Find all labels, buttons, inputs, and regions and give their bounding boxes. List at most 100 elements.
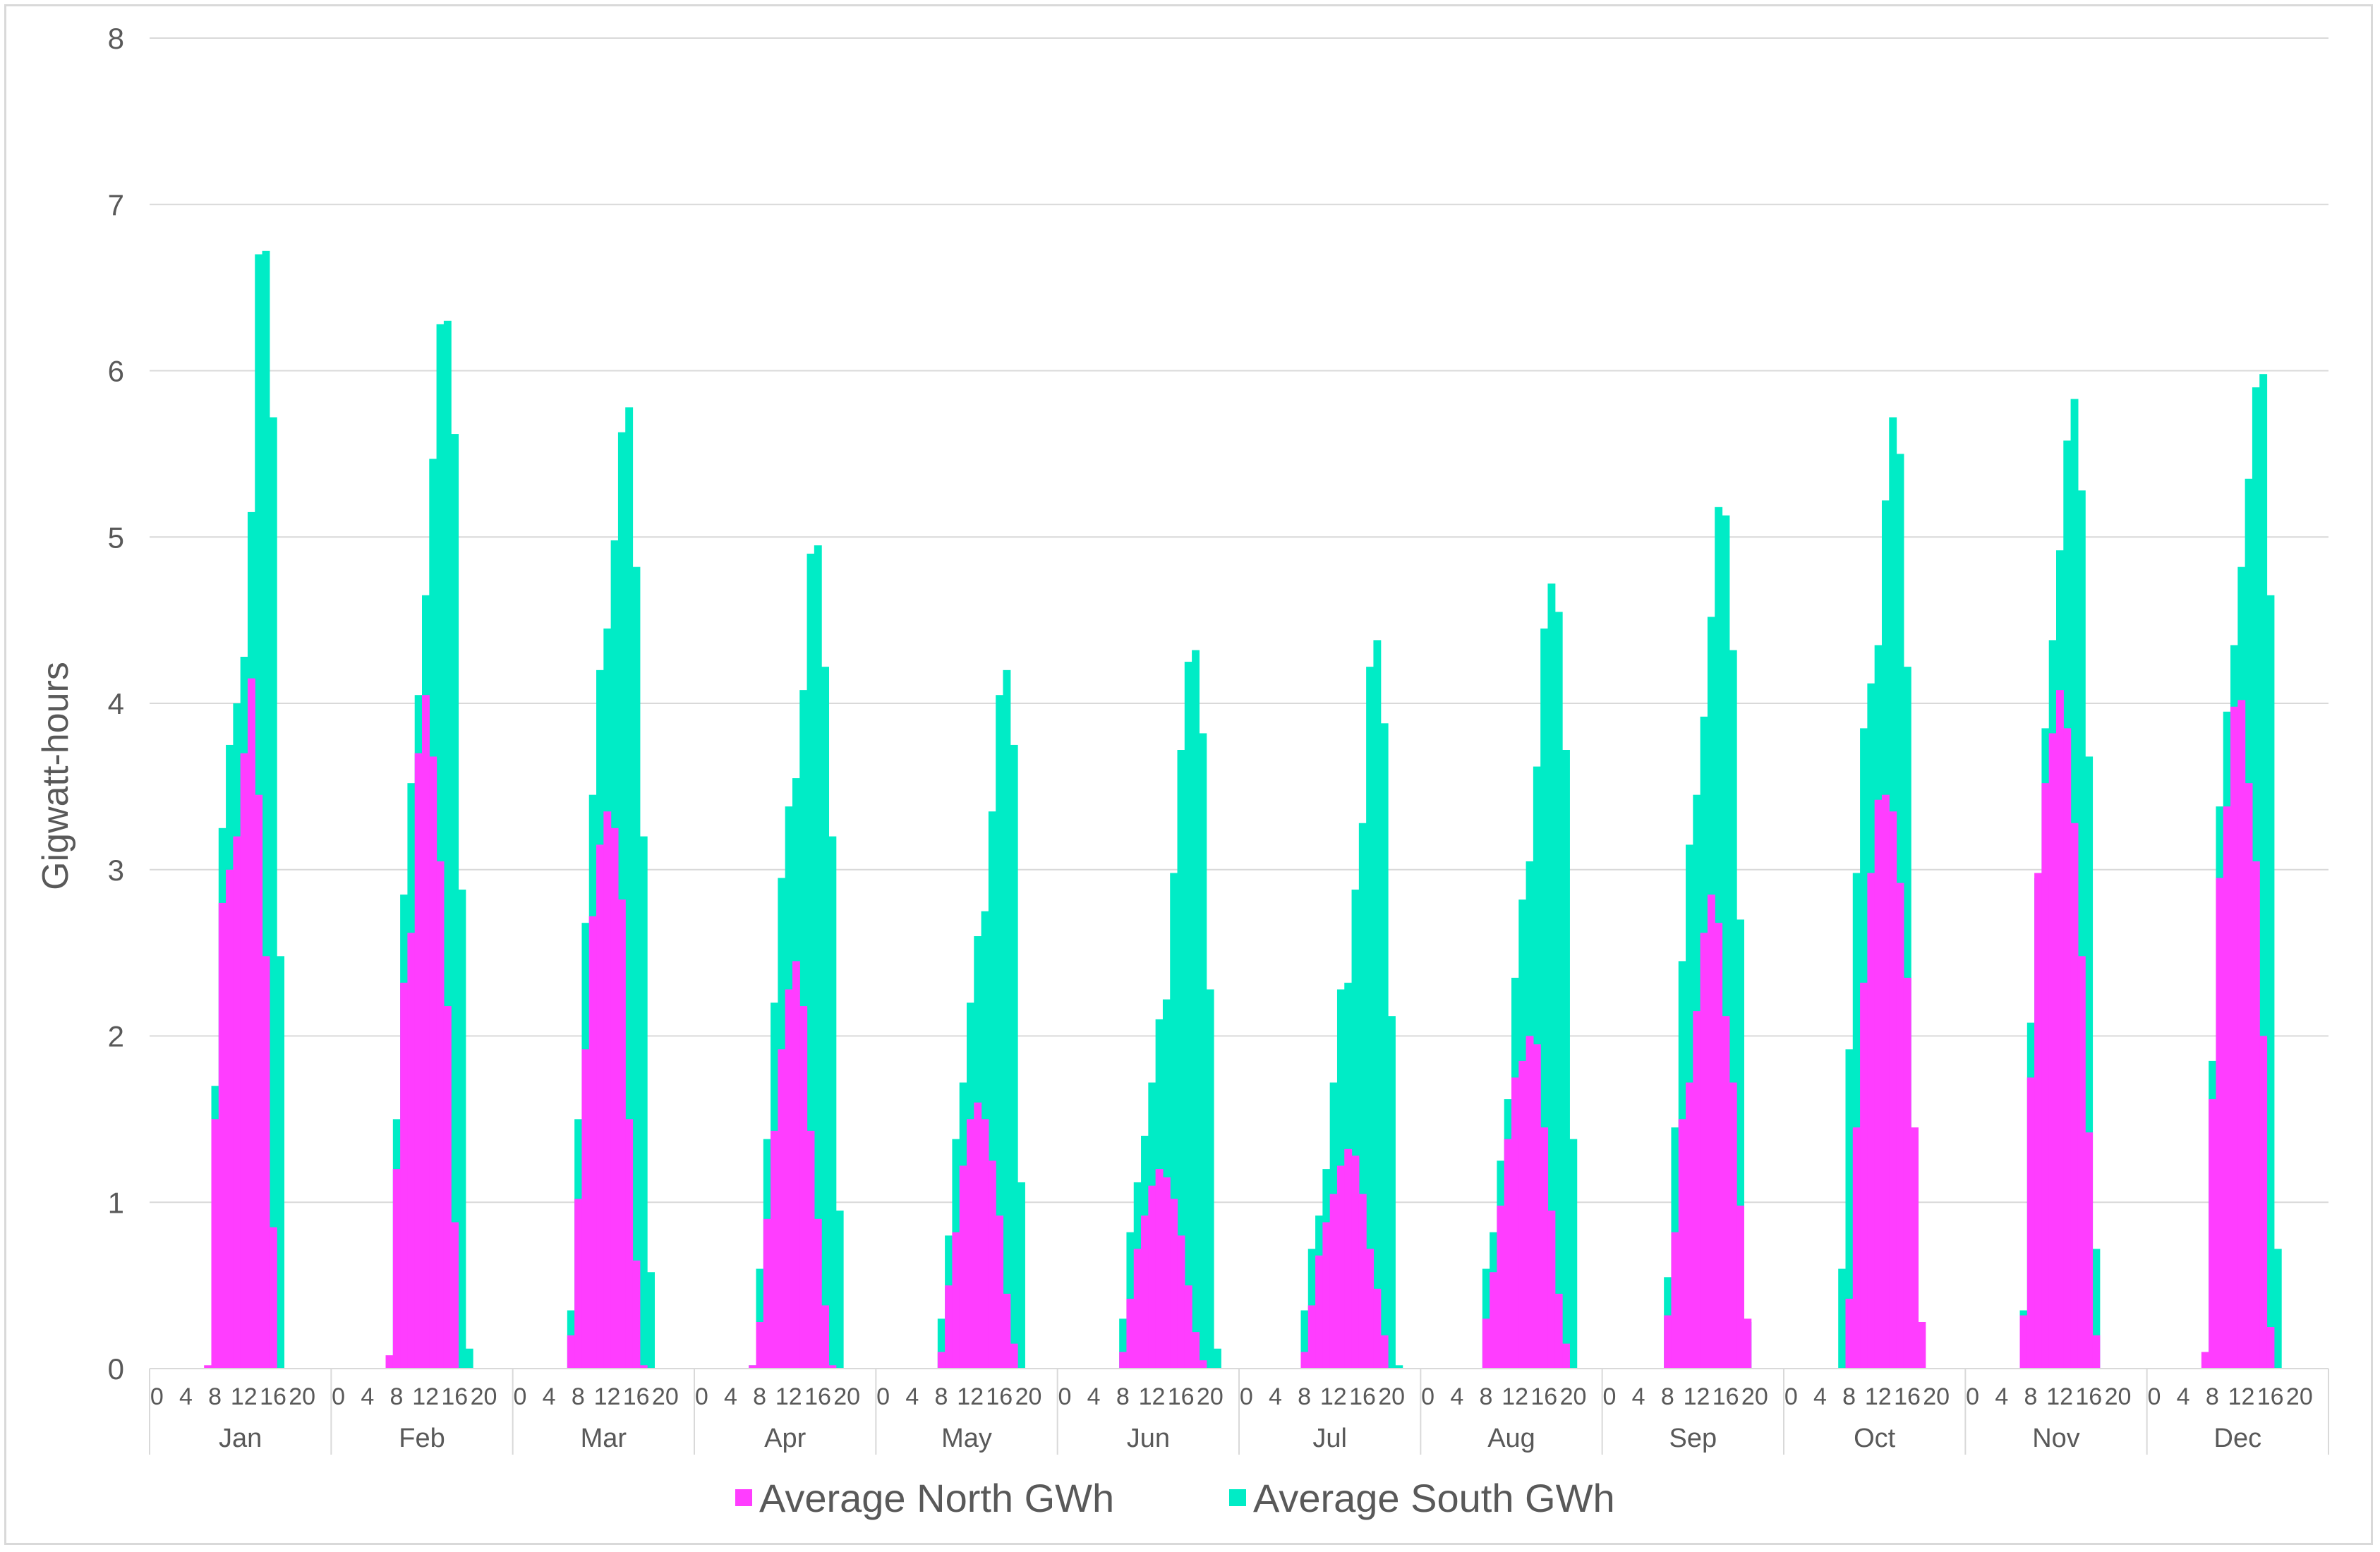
hour-tick-label: 4 bbox=[1632, 1383, 1645, 1410]
bar bbox=[1845, 1049, 1854, 1369]
hour-tick-label: 4 bbox=[1087, 1383, 1101, 1410]
y-tick-label: 4 bbox=[108, 687, 124, 720]
hour-tick-label: 16 bbox=[260, 1383, 286, 1410]
bar bbox=[1133, 1249, 1142, 1369]
hour-tick-label: 4 bbox=[1995, 1383, 2008, 1410]
bar bbox=[756, 1321, 764, 1369]
bar bbox=[959, 1165, 967, 1369]
bar bbox=[1170, 1199, 1178, 1369]
bar bbox=[574, 1199, 583, 1369]
bar bbox=[458, 890, 466, 1369]
legend: Average North GWh Average South GWh bbox=[735, 1476, 1615, 1520]
bar bbox=[1889, 811, 1897, 1369]
bar bbox=[1380, 723, 1389, 1369]
bar bbox=[588, 916, 597, 1369]
hour-tick-label: 8 bbox=[753, 1383, 766, 1410]
bar bbox=[443, 1006, 452, 1369]
hour-tick-label: 8 bbox=[1480, 1383, 1493, 1410]
bar bbox=[2092, 1335, 2101, 1369]
hour-tick-label: 20 bbox=[1378, 1383, 1405, 1410]
hour-tick-label: 0 bbox=[876, 1383, 890, 1410]
hour-tick-label: 8 bbox=[208, 1383, 222, 1410]
bar bbox=[981, 1119, 989, 1369]
hour-tick-label: 20 bbox=[2286, 1383, 2313, 1410]
bar bbox=[2230, 706, 2238, 1369]
bar bbox=[1867, 873, 1875, 1369]
hour-tick-label: 0 bbox=[332, 1383, 345, 1410]
bar bbox=[1199, 1360, 1207, 1369]
legend-north-swatch bbox=[735, 1489, 752, 1506]
hour-tick-label: 16 bbox=[2075, 1383, 2102, 1410]
bar bbox=[2266, 1327, 2275, 1369]
bar bbox=[1664, 1315, 1672, 1369]
bar bbox=[974, 1102, 982, 1369]
legend-north-label: Average North GWh bbox=[759, 1476, 1114, 1520]
bar bbox=[2201, 1352, 2209, 1369]
bar bbox=[1177, 1235, 1185, 1369]
bar bbox=[814, 1218, 822, 1369]
month-label: Sep bbox=[1669, 1424, 1717, 1453]
hour-tick-label: 12 bbox=[1320, 1383, 1347, 1410]
hour-tick-label: 8 bbox=[1842, 1383, 1856, 1410]
bar bbox=[414, 753, 423, 1369]
bar bbox=[1192, 1332, 1200, 1369]
hour-tick-label: 4 bbox=[1813, 1383, 1827, 1410]
bar bbox=[2092, 1249, 2101, 1369]
y-tick-label: 0 bbox=[108, 1352, 124, 1386]
bar bbox=[632, 1260, 641, 1369]
month-label: Oct bbox=[1854, 1424, 1896, 1453]
bar bbox=[814, 545, 822, 1369]
bar bbox=[451, 1222, 459, 1369]
bar bbox=[233, 836, 241, 1369]
bar bbox=[2056, 690, 2064, 1369]
hour-tick-label: 20 bbox=[471, 1383, 497, 1410]
bar bbox=[2070, 823, 2079, 1369]
bar bbox=[2273, 1249, 2282, 1369]
bar bbox=[1722, 1016, 1730, 1369]
hour-tick-label: 16 bbox=[1894, 1383, 1921, 1410]
month-label: Apr bbox=[764, 1424, 806, 1453]
hour-tick-label: 12 bbox=[231, 1383, 258, 1410]
hour-tick-label: 16 bbox=[441, 1383, 468, 1410]
bar bbox=[639, 836, 648, 1369]
bar bbox=[996, 1215, 1004, 1369]
bar bbox=[1736, 919, 1744, 1369]
hour-tick-label: 12 bbox=[1502, 1383, 1528, 1410]
hour-tick-label: 12 bbox=[1139, 1383, 1166, 1410]
month-label: Aug bbox=[1487, 1424, 1535, 1453]
bar bbox=[1533, 1044, 1541, 1369]
bar bbox=[2209, 1099, 2217, 1369]
bar bbox=[1155, 1169, 1164, 1369]
bar bbox=[465, 1348, 473, 1369]
bar bbox=[400, 983, 409, 1369]
bar bbox=[1838, 1268, 1847, 1369]
bar bbox=[1358, 823, 1367, 1369]
bar bbox=[1162, 1177, 1171, 1369]
bar bbox=[807, 553, 815, 1369]
hour-tick-label: 0 bbox=[1240, 1383, 1253, 1410]
hour-tick-label: 4 bbox=[2177, 1383, 2190, 1410]
chart-frame bbox=[4, 4, 2373, 1545]
hour-tick-label: 20 bbox=[1923, 1383, 1950, 1410]
bar bbox=[1497, 1205, 1505, 1369]
bar bbox=[996, 695, 1004, 1369]
bar bbox=[451, 434, 459, 1369]
bar bbox=[1119, 1352, 1128, 1369]
y-axis-label: Gigwatt-hours bbox=[35, 662, 76, 890]
bar bbox=[2019, 1315, 2028, 1369]
north-bars bbox=[204, 678, 2275, 1369]
bar bbox=[277, 956, 285, 1369]
bar bbox=[2077, 490, 2086, 1369]
month-label: May bbox=[941, 1424, 992, 1453]
bar bbox=[807, 1130, 815, 1369]
legend-south-label: Average South GWh bbox=[1253, 1476, 1615, 1520]
bar bbox=[262, 956, 270, 1369]
month-label: Dec bbox=[2214, 1424, 2262, 1453]
bar bbox=[1017, 1182, 1025, 1369]
bar bbox=[1562, 1343, 1570, 1369]
bar bbox=[211, 1119, 219, 1369]
month-label: Feb bbox=[399, 1424, 445, 1453]
bar bbox=[1003, 1293, 1011, 1369]
bar bbox=[1729, 650, 1737, 1369]
